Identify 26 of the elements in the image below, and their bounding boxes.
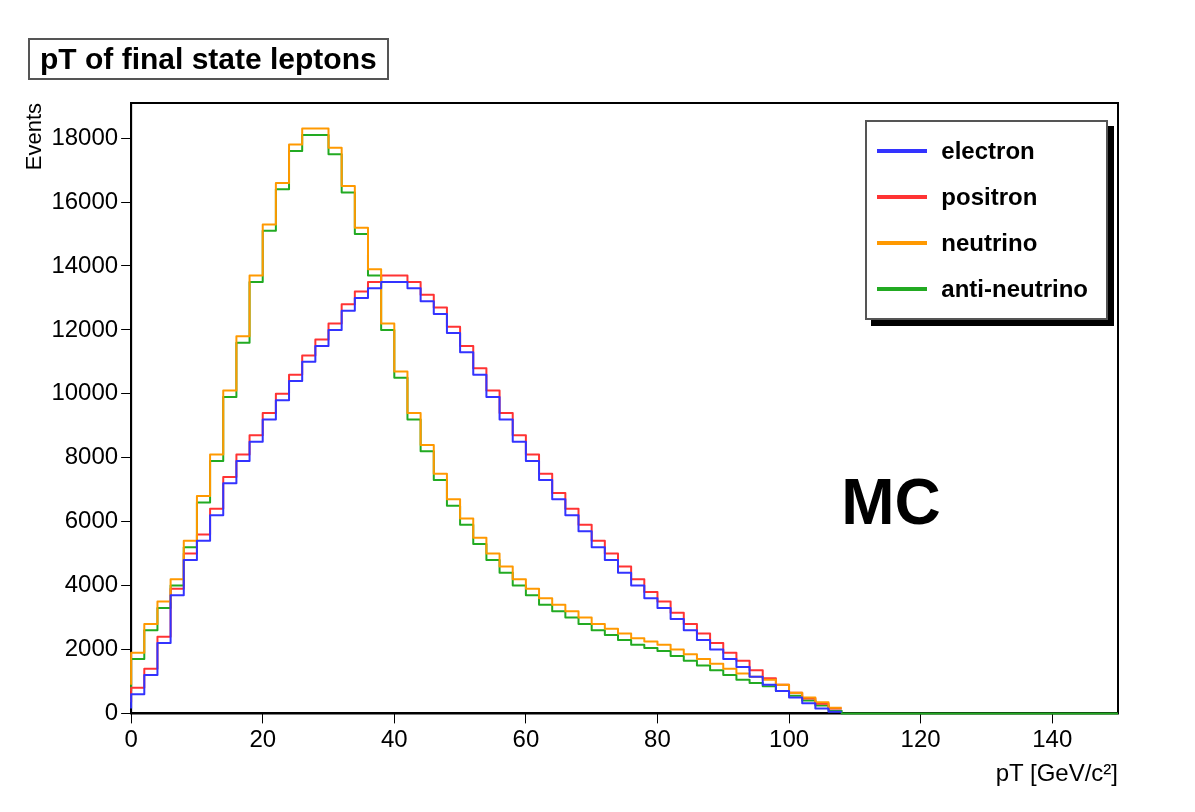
y-tick-label: 6000 — [64, 506, 119, 534]
y-axis-title: Events — [21, 103, 47, 171]
x-tick-label: 60 — [512, 725, 540, 753]
legend-label: electron — [941, 137, 1035, 165]
y-tick-label: 2000 — [64, 634, 119, 662]
y-tick-label: 16000 — [51, 186, 119, 214]
y-tick-label: 0 — [104, 698, 119, 726]
y-tick-label: 8000 — [64, 442, 119, 470]
x-tick-label: 0 — [124, 725, 138, 753]
legend-label: anti-neutrino — [941, 275, 1088, 303]
x-tick-label: 20 — [249, 725, 277, 753]
x-tick-label: 40 — [380, 725, 408, 753]
x-tick-label: 80 — [644, 725, 671, 753]
y-tick-label: 12000 — [51, 314, 119, 342]
x-tick-label: 120 — [900, 725, 941, 753]
y-tick-label: 4000 — [64, 570, 119, 598]
legend-label: positron — [941, 183, 1038, 211]
legend-label: neutrino — [941, 229, 1038, 257]
annotation: MC — [841, 465, 941, 538]
x-tick-label: 140 — [1032, 725, 1073, 753]
x-tick-label: 100 — [769, 725, 810, 753]
y-tick-label: 18000 — [51, 122, 119, 150]
y-tick-label: 14000 — [51, 250, 119, 278]
chart-title: pT of final state leptons — [28, 38, 389, 80]
x-axis-title: pT [GeV/c²] — [995, 759, 1118, 787]
y-tick-label: 10000 — [51, 378, 119, 406]
